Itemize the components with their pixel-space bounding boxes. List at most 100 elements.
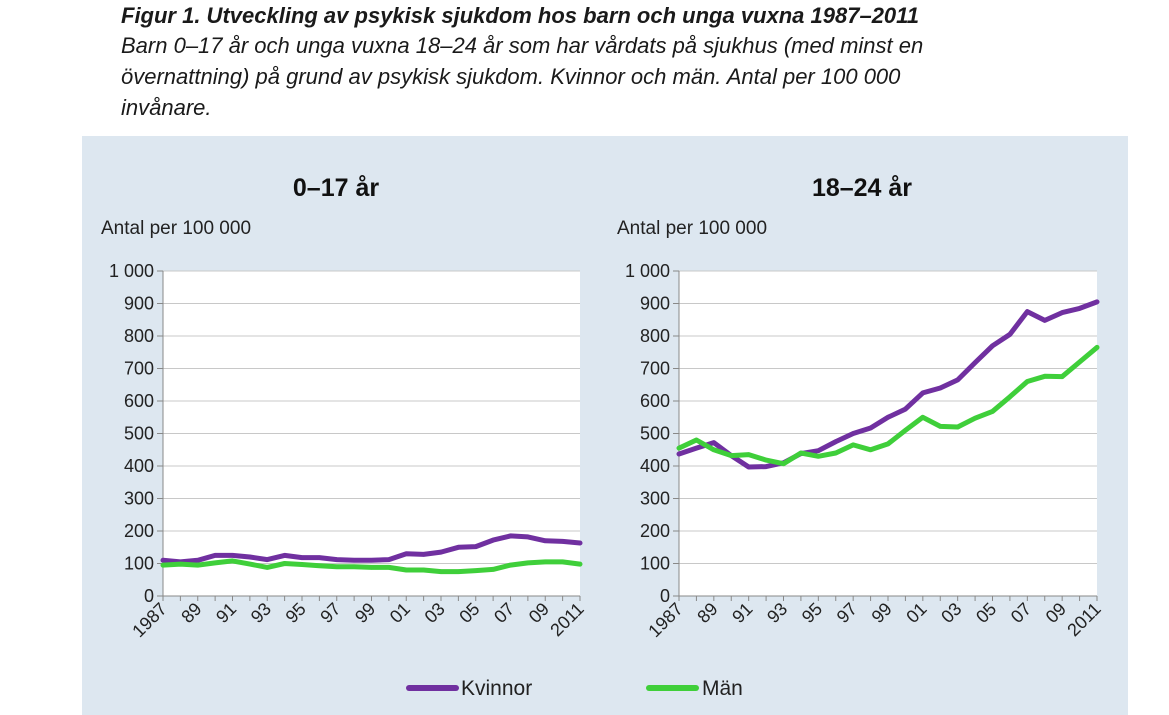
chart-1-series-kvinnor-point	[369, 558, 374, 563]
chart-1-series-man-point	[369, 565, 374, 570]
chart-1-series-man-point	[438, 569, 444, 574]
chart-2-series-man-point	[781, 461, 786, 466]
chart-2-y-tick-label: 200	[640, 521, 670, 541]
chart-2-series-man-point	[868, 447, 873, 452]
chart-1-series-man-point	[230, 558, 235, 564]
legend-man-label: Män	[702, 677, 743, 700]
chart-2-y-tick-label: 600	[640, 391, 670, 411]
chart-2-x-tick-label: 05	[972, 599, 1000, 627]
chart-1-series-kvinnor-point	[247, 554, 253, 560]
chart-1-series-kvinnor-point	[404, 551, 409, 556]
chart-1-series-kvinnor-point	[386, 557, 392, 562]
chart-2-series-kvinnor-point	[868, 425, 873, 431]
chart-1-series-man-point	[421, 567, 426, 573]
chart-2-series-man-point	[1007, 394, 1013, 399]
legend-kvinnor-label: Kvinnor	[461, 677, 532, 700]
chart-1-y-tick-label: 300	[124, 489, 154, 509]
chart-2-y-tick-label: 700	[640, 359, 670, 379]
chart-2-x-tick-label: 89	[693, 599, 721, 627]
chart-2-y-tick-label: 500	[640, 424, 670, 444]
chart-1-series-man-point	[404, 567, 409, 573]
figure-subtitle-line-2: övernattning) på grund av psykisk sjukdo…	[121, 64, 901, 89]
chart-1-series-man-point	[560, 559, 565, 565]
chart-1-x-tick-label: 01	[386, 599, 414, 627]
chart-2-series-kvinnor-point	[711, 440, 717, 445]
chart-2-series-kvinnor-point	[833, 439, 838, 444]
chart-1-series-man-point	[577, 561, 583, 567]
chart-1-series-kvinnor-point	[282, 553, 287, 558]
chart-1-series-man-point	[178, 561, 183, 567]
chart-2-x-tick-label: 07	[1007, 599, 1035, 627]
chart-1-series-kvinnor-point	[195, 558, 200, 563]
chart-2-series-kvinnor-point	[955, 377, 960, 383]
chart-2-x-tick-label: 03	[937, 599, 965, 627]
chart-1-x-tick-label: 03	[421, 599, 449, 627]
chart-1-series-man-point	[386, 565, 392, 570]
chart-1-series-man-point	[247, 561, 253, 567]
chart-2-y-tick-label: 1 000	[625, 261, 670, 281]
figure-header: Figur 1. Utveckling av psykisk sjukdom h…	[121, 2, 1131, 123]
chart-2-series-kvinnor-point	[850, 431, 856, 436]
chart-2-series-kvinnor-point	[1059, 310, 1065, 315]
chart-1-y-tick-label: 100	[124, 554, 154, 574]
chart-1-series-kvinnor-point	[508, 533, 513, 539]
chart-2-y-tick-label: 900	[640, 294, 670, 314]
chart-1-series-kvinnor-point	[525, 534, 531, 540]
chart-2-series-kvinnor-point	[885, 415, 891, 420]
chart-1-series-man-point	[282, 561, 287, 566]
chart-1-y-tick-label: 400	[124, 456, 154, 476]
chart-2-series-kvinnor-point	[746, 464, 751, 470]
chart-2-series-kvinnor-point	[816, 448, 821, 453]
chart-1-x-tick-label: 95	[282, 599, 310, 627]
chart-2-series-man-point	[798, 450, 804, 456]
chart-1-series-man-point	[317, 563, 322, 568]
chart-1-series-man-point	[212, 560, 218, 566]
chart-1-series-man-point	[334, 564, 339, 569]
chart-2-y-axis-label: Antal per 100 000	[617, 218, 767, 239]
chart-1-series-man-point	[265, 565, 270, 570]
chart-2-series-kvinnor-point	[1025, 309, 1030, 314]
chart-2-series-kvinnor-point	[1042, 318, 1047, 323]
chart-2-title: 18–24 år	[812, 174, 912, 202]
chart-1-y-tick-label: 200	[124, 521, 154, 541]
chart-1-series-kvinnor-point	[456, 545, 461, 550]
chart-2-series-man-point	[746, 452, 751, 457]
chart-1-y-tick-label: 600	[124, 391, 154, 411]
chart-2-series-kvinnor-point	[1094, 299, 1100, 305]
chart-2-x-tick-label: 01	[902, 599, 930, 627]
chart-1-series-man-point	[299, 562, 305, 567]
chart-1-series-kvinnor-point	[473, 544, 478, 549]
chart-2-series-man-point	[1059, 374, 1065, 379]
chart-1-title: 0–17 år	[293, 174, 379, 202]
figure-subtitle-line-3: invånare.	[121, 95, 212, 120]
chart-1-x-tick-label: 89	[177, 599, 205, 627]
chart-2-series-kvinnor-point	[763, 464, 769, 469]
chart-1-series-kvinnor-point	[490, 537, 496, 543]
figure-subtitle-line-1: Barn 0–17 år och unga vuxna 18–24 år som…	[121, 33, 924, 58]
chart-2-series-kvinnor-point	[1077, 306, 1082, 311]
chart-2-series-man-point	[920, 415, 926, 420]
chart-2-x-tick-label: 1987	[644, 599, 686, 641]
chart-1-y-tick-label: 900	[124, 294, 154, 314]
chart-2-y-tick-label: 800	[640, 326, 670, 346]
figure-title: Figur 1. Utveckling av psykisk sjukdom h…	[121, 3, 920, 28]
chart-1-y-tick-label: 1 000	[109, 261, 154, 281]
chart-1-x-tick-label: 91	[212, 599, 240, 627]
chart-1-series-kvinnor-point	[577, 540, 583, 546]
chart-2-series-man-point	[816, 454, 821, 459]
chart-1-series-man-point	[456, 569, 461, 574]
chart-1-x-tick-label: 1987	[128, 599, 170, 641]
chart-2-x-tick-label: 91	[728, 599, 756, 627]
chart-2-x-tick-label: 93	[763, 599, 791, 627]
chart-1-series-kvinnor-point	[421, 552, 426, 557]
chart-2-series-man-point	[1094, 345, 1100, 350]
chart-2-series-man-point	[938, 424, 943, 429]
chart-1-series-man-point	[351, 564, 357, 569]
chart-1-series-man-point	[525, 560, 531, 566]
chart-1-y-axis-label: Antal per 100 000	[101, 218, 251, 239]
chart-2-series-man-point	[1025, 379, 1030, 384]
chart-2-series-man-point	[850, 442, 856, 448]
chart-2-series-man-point	[833, 450, 838, 456]
chart-2-series-man-point	[694, 437, 699, 443]
